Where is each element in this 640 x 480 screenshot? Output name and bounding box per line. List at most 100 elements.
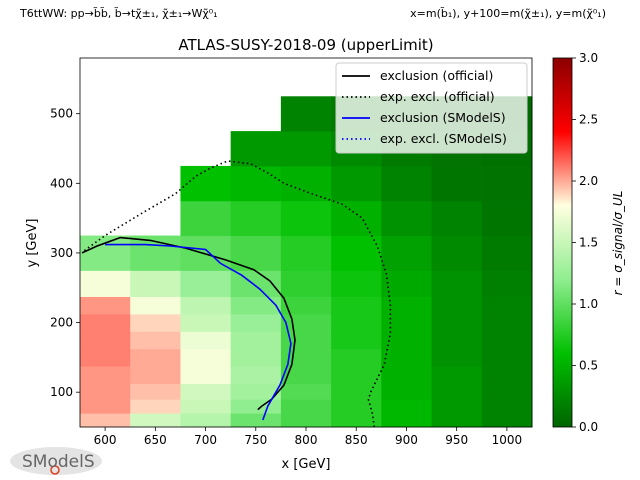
legend: exclusion (official) exp. excl. (official… [335, 62, 528, 154]
heatmap-cell [331, 165, 382, 202]
heatmap-cell [431, 366, 483, 384]
heatmap-cell [431, 383, 483, 400]
x-axis-label: x [GeV] [282, 457, 331, 472]
colorbar-tick-label: 2.0 [579, 174, 598, 188]
colorbar-tick-label: 0.5 [579, 359, 598, 373]
heatmap-cell [280, 296, 332, 315]
smodels-logo: SModelS [10, 447, 102, 475]
heatmap-cell [481, 235, 533, 271]
heatmap-cell [80, 413, 131, 428]
heatmap-cell [180, 270, 232, 297]
heatmap-cell [431, 200, 483, 237]
heatmap-cell [80, 366, 131, 384]
heatmap-cell [180, 366, 232, 384]
chart-title: ATLAS-SUSY-2018-09 (upperLimit) [178, 36, 433, 54]
heatmap-cell [381, 270, 433, 297]
heatmap-cell [180, 399, 232, 414]
heatmap-cell [481, 331, 533, 350]
heatmap-cell [481, 383, 533, 400]
heatmap-cell [331, 270, 382, 297]
x-tick-label: 600 [94, 433, 117, 447]
heatmap-cell [80, 270, 131, 297]
legend-label: exclusion (official) [380, 68, 493, 83]
legend-box [335, 62, 528, 154]
heatmap-cell [331, 331, 382, 350]
heatmap-cell [230, 348, 282, 367]
heatmap-cell [180, 413, 232, 428]
heatmap-cell [80, 348, 131, 367]
colorbar-tick-label: 2.5 [579, 113, 598, 127]
heatmap-cell [431, 296, 483, 315]
heatmap-cell [180, 313, 232, 332]
heatmap-cell [130, 383, 181, 400]
heatmap-cell [230, 413, 282, 428]
heatmap-cell [331, 383, 382, 400]
heatmap-cell [80, 296, 131, 315]
heatmap-cell [130, 348, 181, 367]
x-tick-label: 900 [395, 433, 418, 447]
heatmap-cell [481, 165, 533, 202]
heatmap-cell [381, 366, 433, 384]
heatmap-cell [381, 165, 433, 202]
heatmap-cell [381, 399, 433, 414]
x-tick-label: 950 [445, 433, 468, 447]
heatmap-cell [80, 235, 131, 271]
heatmap-cell [280, 235, 332, 271]
heatmap-cell [381, 383, 433, 400]
heatmap-cell [230, 270, 282, 297]
heatmap-cell [180, 348, 232, 367]
heatmap-cell [80, 331, 131, 350]
y-tick-label: 400 [50, 176, 73, 190]
colorbar-tick-label: 3.0 [579, 51, 598, 65]
heatmap-cell [431, 348, 483, 367]
heatmap-cell [331, 366, 382, 384]
x-tick-label: 650 [144, 433, 167, 447]
heatmap-cell [431, 165, 483, 202]
heatmap-cell [180, 331, 232, 350]
heatmap-cell [80, 313, 131, 332]
y-tick-label: 300 [50, 246, 73, 260]
heatmap-cell [381, 200, 433, 237]
x-axis-ticks: 600 650 700 750 800 850 900 950 1000 [94, 427, 523, 447]
x-tick-label: 1000 [492, 433, 523, 447]
curve-exclusion-official- [81, 236, 296, 411]
heatmap-cell [130, 399, 181, 414]
legend-label: exp. excl. (official) [380, 89, 495, 104]
heatmap-cell [481, 399, 533, 414]
heatmap-cell [230, 235, 282, 271]
legend-label: exclusion (SModelS) [380, 110, 506, 125]
y-axis-ticks: 100 200 300 400 500 [50, 107, 80, 399]
colorbar-tick-label: 1.5 [579, 236, 598, 250]
logo-particle-icon [50, 465, 60, 475]
y-axis-label: y [GeV] [25, 219, 40, 268]
x-tick-label: 800 [295, 433, 318, 447]
heatmap-cell [481, 296, 533, 315]
heatmap-cell [381, 331, 433, 350]
exclusion-curves [81, 160, 392, 428]
heatmap-cell [130, 270, 181, 297]
heatmap-cell [230, 331, 282, 350]
heatmap-cell [80, 399, 131, 414]
colorbar-tick-label: 0.0 [579, 420, 598, 434]
heatmap-cell [331, 200, 382, 237]
heatmap-cell [331, 235, 382, 271]
heatmap-cell [331, 399, 382, 414]
legend-label: exp. excl. (SModelS) [380, 131, 507, 146]
heatmap-cell [230, 296, 282, 315]
heatmap-cell [230, 383, 282, 400]
heatmap-cell [280, 313, 332, 332]
heatmap-cell [280, 200, 332, 237]
x-tick-label: 750 [244, 433, 267, 447]
heatmap-cell [481, 413, 533, 428]
y-tick-label: 200 [50, 316, 73, 330]
y-tick-label: 500 [50, 107, 73, 121]
heatmap-cell [180, 383, 232, 400]
heatmap-cell [280, 366, 332, 384]
logo-blob-icon [10, 447, 102, 475]
colorbar-ticks: 0.0 0.5 1.0 1.5 2.0 2.5 3.0 [572, 51, 598, 434]
heatmap-cell [180, 165, 232, 202]
heatmap-cell [481, 366, 533, 384]
x-tick-label: 700 [194, 433, 217, 447]
heatmap-cell [230, 366, 282, 384]
heatmap-cell [130, 296, 181, 315]
